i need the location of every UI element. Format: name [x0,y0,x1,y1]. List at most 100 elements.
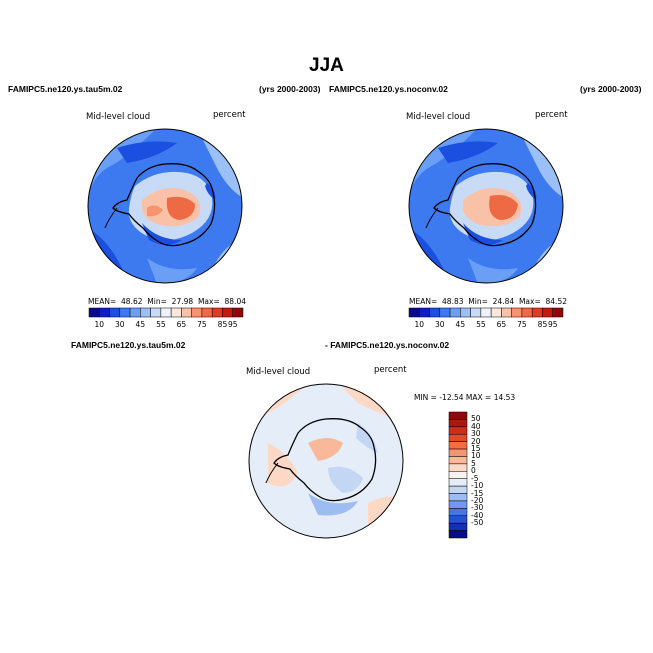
top-right-units-label: percent [535,110,568,120]
difference-colorbar-swatch [448,515,468,524]
top-right-colorbar-swatch [470,307,482,318]
difference-colorbar-tick-label: 30 [471,429,481,439]
figure-title: JJA [309,55,344,76]
top-left-colorbar-swatch [119,307,131,318]
difference-colorbar-tick-label: -15 [471,488,484,498]
bottom-units-label: percent [374,365,407,375]
top-right-colorbar-tick-label: 55 [476,320,486,329]
bottom-minmax: MIN = -12.54 MAX = 14.53 [414,393,516,402]
difference-colorbar-tick-label: -50 [471,518,484,528]
top-right-colorbar-tick-label: 75 [517,320,527,329]
top-left-colorbar-swatch [150,307,162,318]
top-right-colorbar-swatch [490,307,502,318]
difference-colorbar-swatch [448,419,468,428]
top-right-years: (yrs 2000-2003) [580,84,642,94]
top-right-colorbar-swatch [521,307,533,318]
top-left-colorbar-tick-label: 30 [115,320,125,329]
difference-colorbar-tick-label: -40 [471,510,484,520]
top-right-colorbar-swatch [429,307,441,318]
difference-colorbar-swatch [448,456,468,465]
top-left-colorbar-swatch [222,307,233,318]
top-left-colorbar-swatch [99,307,110,318]
top-left-colorbar-swatch [129,307,141,318]
difference-colorbar-tick-label: -10 [471,481,484,491]
top-left-colorbar-tick-label: 95 [227,320,238,329]
difference-colorbar-tick-label: 40 [471,421,481,431]
difference-colorbar-tick-label: 5 [471,458,476,468]
top-right-colorbar-swatch [542,307,553,318]
difference-colorbar-swatch [448,478,468,487]
difference-colorbar-swatch [448,500,468,509]
difference-colorbar [448,411,468,539]
top-right-field-label: Mid-level cloud [406,112,471,122]
difference-colorbar-swatch [448,448,468,457]
difference-colorbar-swatch [448,493,468,502]
difference-colorbar-tick-label: -5 [471,473,479,483]
top-left-colorbar-tick-label: 55 [156,320,166,329]
top-right-colorbar-tick-label: 45 [455,320,466,329]
top-left-colorbar-tick-label: 85 [217,320,228,329]
top-left-colorbar-swatch [201,307,213,318]
difference-colorbar-tick-label: 0 [471,466,476,476]
top-left-colorbar-swatch [140,307,151,318]
top-right-colorbar-swatch [552,307,564,318]
top-left-colorbar-tick-label: 65 [176,320,187,329]
difference-colorbar-swatch [448,441,468,450]
top-right-case-name: FAMIPC5.ne120.ys.noconv.02 [329,84,448,94]
top-left-colorbar-swatch [170,307,182,318]
top-right-colorbar-swatch [408,307,420,318]
difference-colorbar-tick-label: -30 [471,503,484,513]
top-left-years: (yrs 2000-2003) [259,84,321,94]
top-right-colorbar-swatch [419,307,430,318]
difference-colorbar-tick-label: 15 [471,444,481,454]
top-right-colorbar-tick-label: 30 [435,320,445,329]
difference-colorbar-swatch [448,433,468,442]
difference-colorbar-swatch [448,485,468,494]
top-right-colorbar-swatch [501,307,512,318]
difference-colorbar-swatch [448,530,468,539]
top-left-colorbar-swatch [232,307,244,318]
top-left-units-label: percent [213,110,246,120]
top-left-colorbar-tick-label: 75 [197,320,207,329]
top-right-colorbar-swatch [439,307,451,318]
difference-colorbar-tick-label: 20 [471,436,481,446]
top-left-colorbar-swatch [160,307,172,318]
difference-colorbar-swatch [448,411,468,420]
top-right-colorbar-tick-label: 10 [414,320,425,329]
difference-colorbar-swatch [448,463,468,472]
top-right-colorbar-tick-label: 95 [547,320,558,329]
top-right-colorbar-tick-label: 85 [537,320,548,329]
bottom-minus-case: - FAMIPC5.ne120.ys.noconv.02 [325,340,450,350]
top-left-polar-map [87,128,243,284]
top-right-colorbar-swatch [511,307,523,318]
top-right-stats: MEAN= 48.83 Min= 24.84 Max= 84.52 [409,297,567,306]
difference-colorbar-tick-label: -20 [471,495,484,505]
bottom-field-label: Mid-level cloud [246,367,311,377]
top-left-colorbar-swatch [109,307,121,318]
difference-colorbar-swatch [448,471,468,479]
top-right-colorbar-swatch [480,307,492,318]
difference-colorbar-tick-label: 10 [471,451,481,461]
difference-colorbar-swatch [448,522,468,531]
top-left-colorbar-swatch [191,307,203,318]
top-left-case-name: FAMIPC5.ne120.ys.tau5m.02 [8,84,123,94]
top-left-field-label: Mid-level cloud [86,112,151,122]
bottom-case-name: FAMIPC5.ne120.ys.tau5m.02 [71,340,186,350]
difference-polar-map [248,383,404,539]
top-left-colorbar-tick-label: 45 [135,320,146,329]
difference-colorbar-tick-label: 50 [471,414,481,424]
top-right-polar-map [408,128,564,284]
top-left-colorbar-swatch [88,307,100,318]
top-left-colorbar [88,307,244,318]
top-right-colorbar-tick-label: 65 [496,320,507,329]
difference-colorbar-swatch [448,426,468,435]
top-right-colorbar [408,307,564,318]
difference-colorbar-swatch [448,508,468,517]
top-right-colorbar-swatch [449,307,461,318]
top-right-colorbar-swatch [531,307,543,318]
top-left-stats: MEAN= 48.62 Min= 27.98 Max= 88.04 [88,297,246,306]
top-left-colorbar-swatch [181,307,192,318]
top-left-colorbar-tick-label: 10 [94,320,105,329]
top-right-colorbar-swatch [460,307,471,318]
top-left-colorbar-swatch [211,307,223,318]
